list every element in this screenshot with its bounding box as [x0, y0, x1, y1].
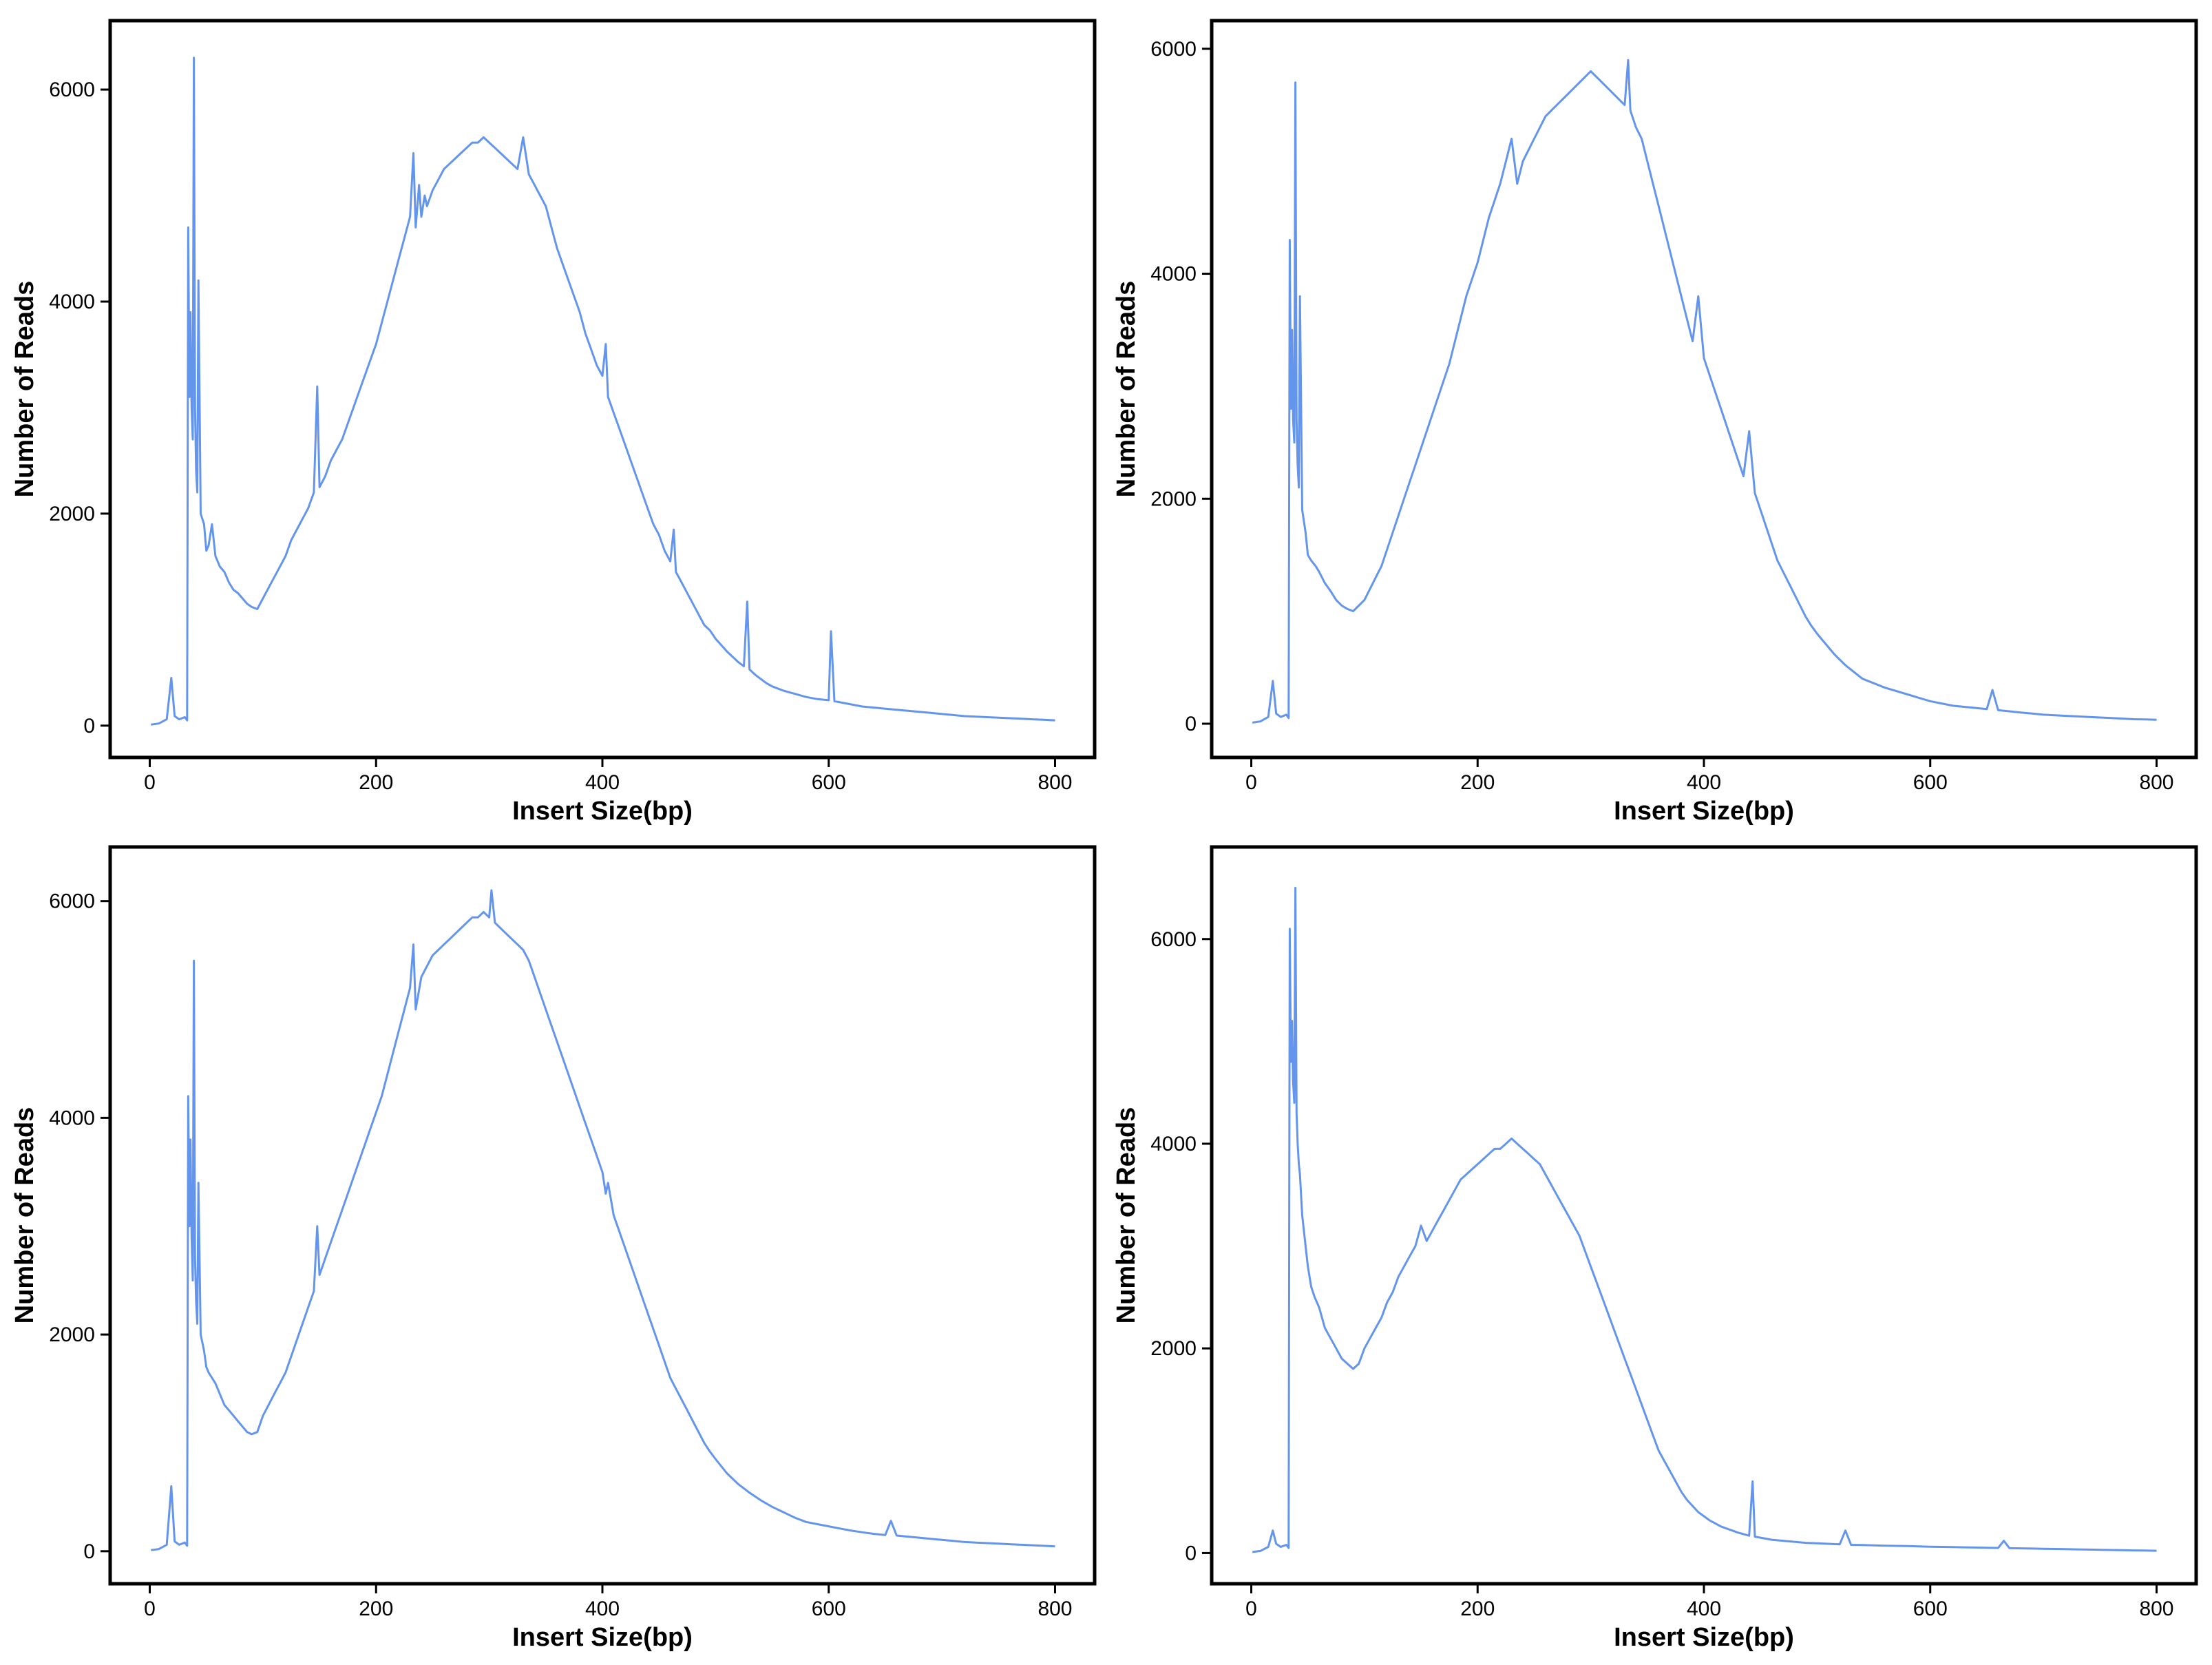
x-tick-label: 0: [1245, 1598, 1257, 1620]
y-axis-title: Number of Reads: [1112, 1107, 1141, 1324]
plot-frame: [1210, 19, 2198, 760]
x-tick-label: 800: [2139, 771, 2173, 794]
chart-svg: 0 200 400 600 800 0 2000 4000 6000 Insert Size(bp…: [10, 19, 1097, 826]
y-tick-label: 6000: [1150, 38, 1197, 61]
x-axis-title: Insert Size(bp): [512, 1623, 693, 1652]
plot-frame: [1210, 845, 2198, 1586]
x-tick-label: 800: [1037, 771, 1072, 794]
x-tick-label: 400: [585, 771, 620, 794]
x-tick-label: 200: [1460, 1598, 1495, 1620]
y-tick-label: 4000: [1150, 1133, 1197, 1155]
x-tick-label: 200: [1460, 771, 1495, 794]
x-tick-label: 400: [1687, 1598, 1721, 1620]
y-tick-label: 0: [83, 1540, 95, 1563]
chart-svg: 0 200 400 600 800 0 2000 4000 6000 Insert Size(bp…: [1112, 845, 2198, 1652]
x-tick-label: 600: [812, 1598, 846, 1620]
x-tick-label: 600: [1913, 771, 1948, 794]
chart-svg: 0 200 400 600 800 0 2000 4000 6000 Insert Size(bp…: [10, 845, 1097, 1652]
x-tick-label: 200: [359, 771, 393, 794]
plot-frame: [108, 845, 1097, 1586]
y-tick-label: 6000: [49, 890, 95, 913]
x-axis-title: Insert Size(bp): [1614, 1623, 1794, 1652]
y-tick-label: 4000: [1150, 263, 1197, 286]
y-axis-title: Number of Reads: [10, 281, 39, 498]
chart-panel-top-right: 0 200 400 600 800 0 2000 4000 6000 Insert Size(bp…: [1108, 7, 2203, 826]
x-tick-label: 0: [144, 771, 156, 794]
series-line: [1252, 59, 2157, 724]
y-tick-label: 6000: [1150, 928, 1197, 951]
chart-panel-bottom-right: 0 200 400 600 800 0 2000 4000 6000 Insert Size(bp…: [1108, 833, 2203, 1653]
x-axis-title: Insert Size(bp): [512, 797, 693, 826]
y-tick-label: 2000: [49, 503, 95, 525]
x-axis-title: Insert Size(bp): [1614, 797, 1794, 826]
y-tick-label: 2000: [49, 1323, 95, 1346]
x-tick-label: 400: [585, 1598, 620, 1620]
chart-panel-top-left: 0 200 400 600 800 0 2000 4000 6000 Insert Size(bp…: [7, 7, 1102, 826]
plot-frame: [108, 19, 1097, 760]
chart-svg: 0 200 400 600 800 0 2000 4000 6000 Insert Size(bp…: [1112, 19, 2198, 826]
y-axis-title: Number of Reads: [1112, 281, 1141, 498]
x-tick-label: 400: [1687, 771, 1721, 794]
series-line: [1252, 886, 2157, 1553]
y-tick-label: 4000: [49, 291, 95, 313]
y-tick-label: 6000: [49, 78, 95, 101]
x-tick-label: 800: [2139, 1598, 2173, 1620]
x-tick-label: 200: [359, 1598, 393, 1620]
x-tick-label: 600: [1913, 1598, 1948, 1620]
x-tick-label: 0: [144, 1598, 156, 1620]
y-tick-label: 2000: [1150, 1337, 1197, 1360]
y-tick-label: 0: [1185, 1542, 1197, 1564]
y-tick-label: 2000: [1150, 488, 1197, 510]
series-line: [150, 889, 1055, 1551]
x-tick-label: 800: [1037, 1598, 1072, 1620]
y-tick-label: 0: [1185, 713, 1197, 735]
y-tick-label: 4000: [49, 1107, 95, 1129]
x-tick-label: 600: [812, 771, 846, 794]
series-line: [150, 56, 1055, 726]
chart-panel-bottom-left: 0 200 400 600 800 0 2000 4000 6000 Insert Size(bp…: [7, 833, 1102, 1653]
y-tick-label: 0: [83, 715, 95, 737]
y-axis-title: Number of Reads: [10, 1107, 39, 1324]
x-tick-label: 0: [1245, 771, 1257, 794]
